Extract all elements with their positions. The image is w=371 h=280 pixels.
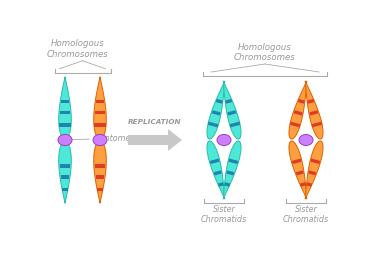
Polygon shape: [308, 170, 316, 176]
Polygon shape: [62, 188, 68, 191]
Polygon shape: [95, 111, 105, 114]
Polygon shape: [59, 141, 71, 203]
Polygon shape: [289, 81, 307, 139]
Polygon shape: [210, 158, 220, 164]
Polygon shape: [60, 164, 70, 168]
Polygon shape: [94, 77, 106, 139]
Polygon shape: [224, 182, 230, 187]
Polygon shape: [300, 182, 306, 187]
Polygon shape: [223, 141, 241, 199]
Polygon shape: [289, 141, 307, 199]
Polygon shape: [94, 141, 106, 203]
Polygon shape: [229, 158, 238, 164]
Polygon shape: [59, 77, 71, 139]
Polygon shape: [312, 122, 322, 127]
Polygon shape: [94, 123, 106, 127]
Polygon shape: [97, 188, 103, 191]
Polygon shape: [305, 141, 323, 199]
Polygon shape: [96, 175, 104, 179]
Polygon shape: [306, 182, 312, 187]
Polygon shape: [223, 81, 241, 139]
Text: Sister
Chromatids: Sister Chromatids: [283, 205, 329, 224]
Polygon shape: [60, 111, 70, 114]
Polygon shape: [207, 81, 225, 139]
Polygon shape: [218, 182, 224, 187]
Polygon shape: [216, 99, 223, 104]
Text: Homologous
Chromosomes: Homologous Chromosomes: [47, 39, 108, 59]
Polygon shape: [311, 158, 320, 164]
Polygon shape: [227, 110, 236, 116]
Polygon shape: [61, 175, 69, 179]
Polygon shape: [290, 122, 301, 127]
Polygon shape: [128, 129, 182, 151]
Polygon shape: [292, 158, 302, 164]
Ellipse shape: [58, 134, 72, 146]
Ellipse shape: [93, 134, 107, 146]
Polygon shape: [309, 110, 318, 116]
Polygon shape: [226, 170, 234, 176]
Polygon shape: [307, 99, 314, 104]
Polygon shape: [230, 122, 240, 127]
Polygon shape: [61, 100, 69, 103]
Text: Centomere: Centomere: [68, 134, 139, 143]
Text: Homologous
Chromosomes: Homologous Chromosomes: [234, 43, 296, 62]
Text: REPLICATION: REPLICATION: [128, 119, 182, 125]
Polygon shape: [305, 81, 323, 139]
Ellipse shape: [299, 134, 313, 146]
Polygon shape: [95, 164, 105, 168]
Polygon shape: [225, 99, 232, 104]
Polygon shape: [296, 170, 304, 176]
Polygon shape: [214, 170, 222, 176]
Text: Sister
Chromatids: Sister Chromatids: [201, 205, 247, 224]
Polygon shape: [59, 123, 71, 127]
Polygon shape: [207, 141, 225, 199]
Polygon shape: [96, 100, 104, 103]
Ellipse shape: [217, 134, 231, 146]
Polygon shape: [298, 99, 305, 104]
Polygon shape: [208, 122, 219, 127]
Polygon shape: [212, 110, 221, 116]
Polygon shape: [294, 110, 303, 116]
